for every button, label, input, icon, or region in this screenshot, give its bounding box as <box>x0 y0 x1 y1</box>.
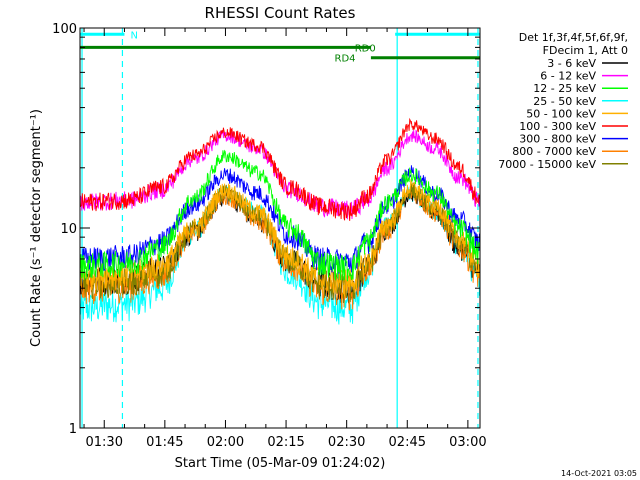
legend-entry-6: 300 - 800 keV <box>519 133 596 146</box>
series-line-2 <box>80 149 480 282</box>
flag-label-rd0: RD0 <box>355 43 376 54</box>
x-tick-label-1: 01:45 <box>146 435 183 450</box>
x-tick-label-0: 01:30 <box>86 435 123 450</box>
legend-header-line-1: Det 1f,3f,4f,5f,6f,9f, <box>519 31 628 44</box>
legend-entry-4: 50 - 100 keV <box>526 107 596 120</box>
legend-entry-0: 3 - 6 keV <box>547 57 596 70</box>
x-axis-label: Start Time (05-Mar-09 01:24:02) <box>175 456 386 471</box>
x-tick-label-4: 02:30 <box>328 435 365 450</box>
series-line-4 <box>80 178 480 297</box>
timestamp: 14-Oct-2021 03:05 <box>561 469 637 478</box>
series-line-6 <box>80 165 480 274</box>
flag-label-n: N <box>131 30 138 41</box>
x-tick-label-2: 02:00 <box>207 435 244 450</box>
legend-entry-5: 100 - 300 keV <box>519 120 596 133</box>
series-line-5 <box>80 117 480 221</box>
y-axis-label: Count Rate (s⁻¹ detector segment⁻¹) <box>29 109 44 347</box>
legend-entry-7: 800 - 7000 keV <box>512 145 596 158</box>
x-tick-label-3: 02:15 <box>267 435 304 450</box>
chart-title: RHESSI Count Rates <box>205 4 356 22</box>
series-line-8 <box>80 182 480 304</box>
legend-entry-1: 6 - 12 keV <box>540 70 596 83</box>
y-tick-label-1: 10 <box>60 222 77 237</box>
legend-entry-2: 12 - 25 keV <box>533 82 596 95</box>
y-tick-label-0: 1 <box>69 422 77 437</box>
legend-entry-3: 25 - 50 keV <box>533 95 596 108</box>
x-tick-label-6: 03:00 <box>449 435 486 450</box>
legend-entry-8: 7000 - 15000 keV <box>498 158 596 171</box>
y-tick-label-2: 100 <box>52 22 77 37</box>
x-tick-label-5: 02:45 <box>389 435 426 450</box>
legend-header-line-2: FDecim 1, Att 0 <box>543 44 628 57</box>
flag-label-rd4: RD4 <box>335 54 356 65</box>
